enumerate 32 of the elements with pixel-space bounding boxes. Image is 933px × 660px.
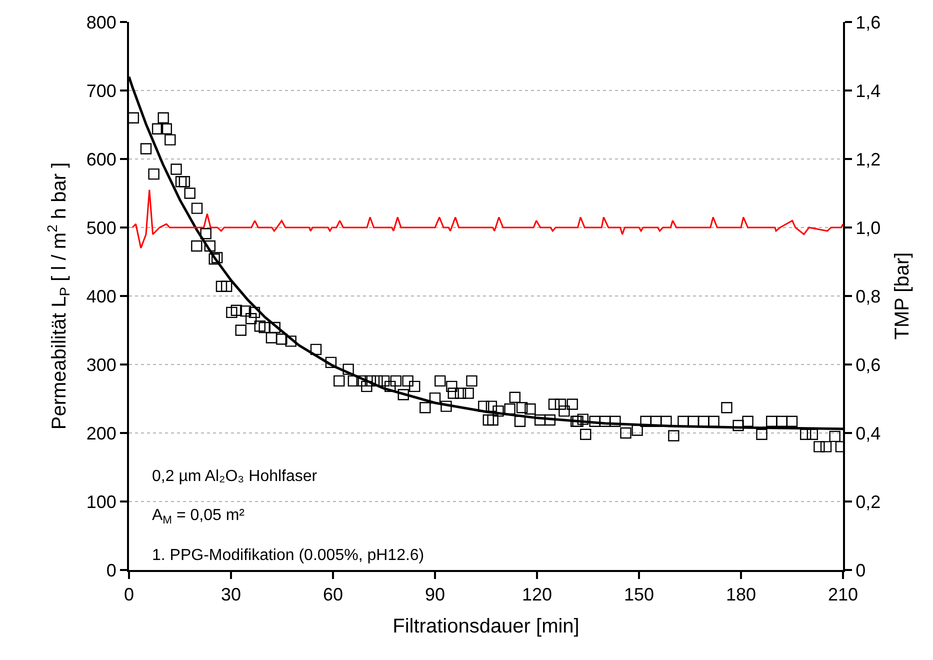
annotation: 1. PPG-Modifikation (0.005%, pH12.6) — [152, 547, 424, 564]
y2-tick-label: 0 — [856, 560, 866, 580]
x-tick-label: 180 — [726, 584, 756, 605]
y2-tick-label: 0,4 — [856, 423, 881, 444]
y2-tick-label: 0,2 — [856, 492, 881, 512]
x-tick-label: 150 — [624, 584, 654, 605]
y2-tick-label: 0,6 — [856, 354, 881, 375]
y-tick-label: 0 — [106, 560, 116, 580]
annotation: A$_{M}$ = 0,05 m² — [152, 507, 246, 526]
x-tick-label: 0 — [124, 584, 134, 605]
y2-axis-title: TMP [bar] — [892, 252, 914, 340]
x-tick-label: 60 — [322, 584, 344, 605]
y2-tick-label: 1,6 — [856, 12, 881, 32]
y-tick-label: 400 — [86, 286, 116, 306]
line-series — [132, 189, 843, 249]
y-tick-label: 600 — [86, 149, 116, 170]
x-tick-label: 120 — [522, 584, 552, 605]
x-axis-title: Filtrationsdauer [min] — [392, 616, 580, 638]
y-tick-label: 800 — [86, 12, 116, 32]
y-tick-label: 100 — [86, 492, 116, 512]
y2-tick-label: 1,2 — [856, 149, 881, 170]
y-tick-label: 700 — [86, 80, 116, 101]
y2-tick-label: 1,4 — [856, 80, 881, 101]
x-tick-label: 90 — [424, 584, 446, 605]
x-tick-label: 210 — [828, 584, 858, 605]
y2-tick-label: 1,0 — [856, 218, 881, 238]
y-tick-label: 200 — [86, 423, 116, 444]
y-tick-label: 500 — [86, 218, 116, 238]
y2-tick-label: 0,8 — [856, 286, 881, 306]
x-tick-label: 30 — [220, 584, 242, 605]
annotation: 0,2 µm Al₂O₃ Hohlfaser — [152, 468, 318, 485]
y-tick-label: 300 — [86, 354, 116, 375]
